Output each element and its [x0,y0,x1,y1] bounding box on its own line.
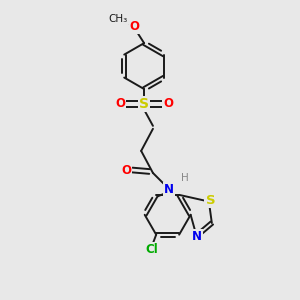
Text: S: S [206,194,215,207]
Text: CH₃: CH₃ [109,14,128,24]
Text: O: O [122,164,131,176]
Text: N: N [192,230,202,243]
Text: H: H [181,173,188,183]
Text: N: N [164,183,174,196]
Text: Cl: Cl [146,243,158,256]
Text: S: S [139,97,149,111]
Text: O: O [115,97,125,110]
Text: O: O [163,97,173,110]
Text: O: O [130,20,140,33]
